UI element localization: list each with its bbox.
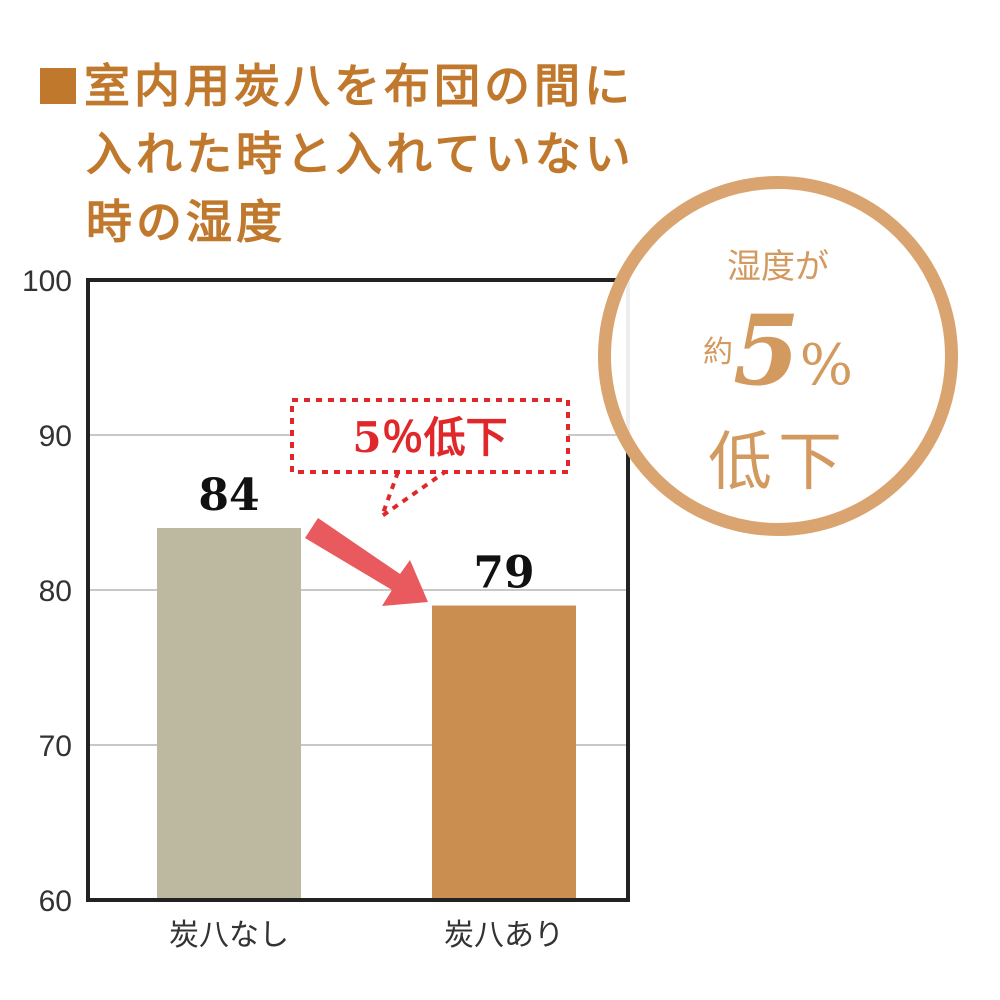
title-line-3: 時の湿度: [86, 195, 286, 249]
badge-prefix: 約: [702, 335, 733, 370]
callout-text: 5％低下: [352, 413, 507, 462]
badge-unit: %: [799, 333, 853, 398]
callout-pointer: [377, 470, 447, 522]
data-label: 79: [473, 548, 534, 599]
y-tick-label: 100: [22, 265, 72, 298]
plot-frame: [86, 278, 630, 902]
y-tick-label: 70: [39, 730, 72, 763]
badge-line1: 湿度が: [727, 247, 829, 287]
title-square-icon: [40, 68, 76, 104]
badge-line3: 低下: [708, 426, 848, 500]
y-tick-label: 60: [39, 885, 72, 918]
badge-number: 5: [732, 294, 800, 407]
title-line-2: 入れた時と入れていない: [86, 127, 635, 181]
data-label: 84: [198, 470, 259, 521]
bar-1: [157, 528, 301, 900]
y-tick-label: 80: [39, 575, 72, 608]
reduction-badge: 湿度が 約5% 低下: [598, 176, 958, 536]
y-tick-label: 90: [39, 420, 72, 453]
x-tick-label: 炭八あり: [444, 918, 564, 953]
bar-2: [432, 605, 576, 900]
title-line-1: 室内用炭八を布団の間に: [84, 59, 634, 113]
chart-title: 室内用炭八を布団の間に 入れた時と入れていない 時の湿度: [40, 52, 635, 256]
badge-line2: 約5%: [611, 294, 945, 407]
x-tick-label: 炭八なし: [169, 918, 289, 953]
down-arrow-icon: [305, 518, 428, 606]
callout-box: [290, 398, 570, 474]
